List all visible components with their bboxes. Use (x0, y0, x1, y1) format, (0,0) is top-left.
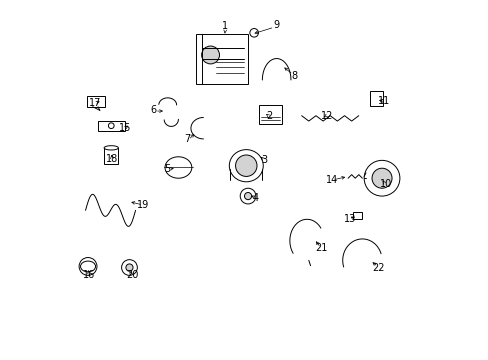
Text: 7: 7 (184, 134, 190, 144)
FancyBboxPatch shape (104, 148, 118, 164)
Circle shape (249, 28, 258, 37)
Circle shape (108, 123, 114, 129)
Text: 10: 10 (379, 179, 391, 189)
Text: 9: 9 (273, 19, 279, 30)
FancyBboxPatch shape (196, 33, 247, 84)
Circle shape (364, 160, 399, 196)
Ellipse shape (229, 150, 263, 182)
Text: 22: 22 (371, 262, 384, 273)
FancyBboxPatch shape (353, 212, 362, 219)
Text: 3: 3 (261, 156, 266, 165)
Circle shape (371, 168, 391, 188)
Circle shape (244, 193, 251, 200)
Circle shape (235, 155, 257, 176)
FancyBboxPatch shape (258, 105, 282, 124)
Text: 6: 6 (150, 105, 156, 115)
Circle shape (201, 46, 219, 64)
Circle shape (240, 188, 255, 204)
Ellipse shape (81, 261, 95, 272)
Text: 12: 12 (320, 111, 332, 121)
FancyBboxPatch shape (87, 96, 105, 107)
Text: 15: 15 (119, 123, 131, 133)
Text: 14: 14 (325, 175, 338, 185)
Text: 20: 20 (125, 270, 138, 280)
Text: 2: 2 (266, 111, 272, 121)
FancyBboxPatch shape (369, 91, 382, 106)
Text: 5: 5 (164, 164, 170, 174)
Circle shape (79, 257, 97, 275)
Text: 1: 1 (222, 21, 227, 31)
Text: 13: 13 (343, 214, 355, 224)
Text: 8: 8 (291, 71, 297, 81)
Text: 11: 11 (377, 96, 389, 107)
Ellipse shape (164, 157, 191, 178)
Text: 21: 21 (314, 243, 327, 253)
Text: 19: 19 (136, 200, 148, 210)
Ellipse shape (104, 146, 118, 150)
Text: 18: 18 (106, 154, 118, 163)
Text: 4: 4 (252, 193, 258, 203)
FancyBboxPatch shape (98, 121, 124, 131)
Circle shape (122, 260, 137, 275)
Text: 16: 16 (83, 270, 95, 280)
Circle shape (125, 264, 133, 271)
Text: 17: 17 (89, 98, 101, 108)
